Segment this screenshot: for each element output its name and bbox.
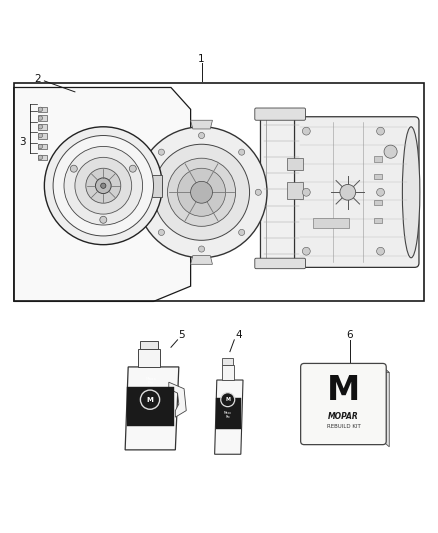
FancyBboxPatch shape: [300, 364, 386, 445]
Text: 4: 4: [235, 330, 242, 341]
Polygon shape: [215, 380, 243, 454]
Bar: [138, 350, 160, 367]
Circle shape: [38, 107, 42, 111]
Bar: [313, 219, 349, 228]
Bar: [38, 133, 47, 139]
Bar: [374, 200, 382, 205]
Circle shape: [377, 247, 385, 255]
Circle shape: [239, 149, 245, 155]
Bar: [38, 116, 47, 121]
Text: 2: 2: [35, 74, 41, 84]
FancyBboxPatch shape: [255, 258, 305, 269]
Bar: [222, 365, 234, 380]
Text: 3: 3: [19, 137, 26, 147]
Circle shape: [38, 125, 42, 129]
Circle shape: [44, 127, 162, 245]
Polygon shape: [191, 256, 212, 264]
Text: M: M: [327, 375, 360, 407]
Circle shape: [95, 178, 111, 193]
Circle shape: [53, 135, 153, 236]
Circle shape: [377, 127, 385, 135]
FancyBboxPatch shape: [294, 117, 419, 268]
Circle shape: [153, 144, 250, 240]
Text: M: M: [225, 397, 230, 402]
Circle shape: [340, 184, 356, 200]
Circle shape: [86, 168, 121, 203]
Circle shape: [101, 183, 106, 188]
Ellipse shape: [403, 127, 420, 258]
Circle shape: [71, 165, 77, 172]
Bar: [216, 398, 241, 430]
Circle shape: [191, 181, 212, 203]
Bar: [374, 217, 382, 223]
FancyBboxPatch shape: [261, 111, 302, 266]
Text: M: M: [147, 397, 153, 402]
Circle shape: [167, 158, 236, 227]
Polygon shape: [383, 367, 389, 447]
Bar: [38, 107, 47, 112]
Text: Maxx
Pro: Maxx Pro: [145, 377, 156, 385]
Circle shape: [159, 229, 164, 236]
Polygon shape: [14, 87, 191, 302]
Circle shape: [38, 116, 42, 120]
Polygon shape: [304, 367, 389, 373]
Text: 1: 1: [198, 54, 205, 64]
Circle shape: [198, 246, 205, 252]
Bar: [374, 174, 382, 179]
Circle shape: [302, 127, 310, 135]
Bar: [287, 182, 303, 199]
Bar: [287, 158, 303, 171]
Circle shape: [141, 390, 159, 409]
Circle shape: [38, 133, 42, 138]
Circle shape: [129, 165, 136, 172]
Circle shape: [302, 188, 310, 196]
Circle shape: [221, 393, 235, 407]
Circle shape: [384, 145, 397, 158]
Polygon shape: [191, 120, 212, 129]
Circle shape: [75, 157, 132, 214]
Text: REBUILD KIT: REBUILD KIT: [327, 424, 360, 429]
Polygon shape: [152, 175, 162, 197]
Circle shape: [38, 144, 42, 149]
Circle shape: [302, 247, 310, 255]
FancyBboxPatch shape: [255, 108, 305, 120]
Bar: [14, 83, 424, 302]
Text: MOPAR: MOPAR: [328, 412, 359, 421]
Bar: [38, 144, 47, 149]
Text: 6: 6: [346, 330, 353, 341]
Circle shape: [239, 229, 245, 236]
Circle shape: [377, 188, 385, 196]
Circle shape: [38, 155, 42, 159]
Text: Maxx
Pro: Maxx Pro: [224, 411, 232, 419]
Bar: [141, 341, 158, 350]
Circle shape: [198, 133, 205, 139]
Text: 5: 5: [179, 330, 185, 341]
Bar: [38, 124, 47, 130]
Circle shape: [177, 168, 226, 216]
Circle shape: [159, 149, 164, 155]
Circle shape: [100, 216, 107, 223]
Bar: [223, 358, 233, 365]
Bar: [127, 386, 174, 426]
Circle shape: [136, 127, 267, 258]
Polygon shape: [125, 367, 179, 450]
Bar: [38, 155, 47, 160]
Circle shape: [64, 147, 143, 225]
Circle shape: [255, 189, 261, 195]
Bar: [374, 157, 382, 161]
Circle shape: [142, 189, 148, 195]
Polygon shape: [169, 382, 186, 417]
